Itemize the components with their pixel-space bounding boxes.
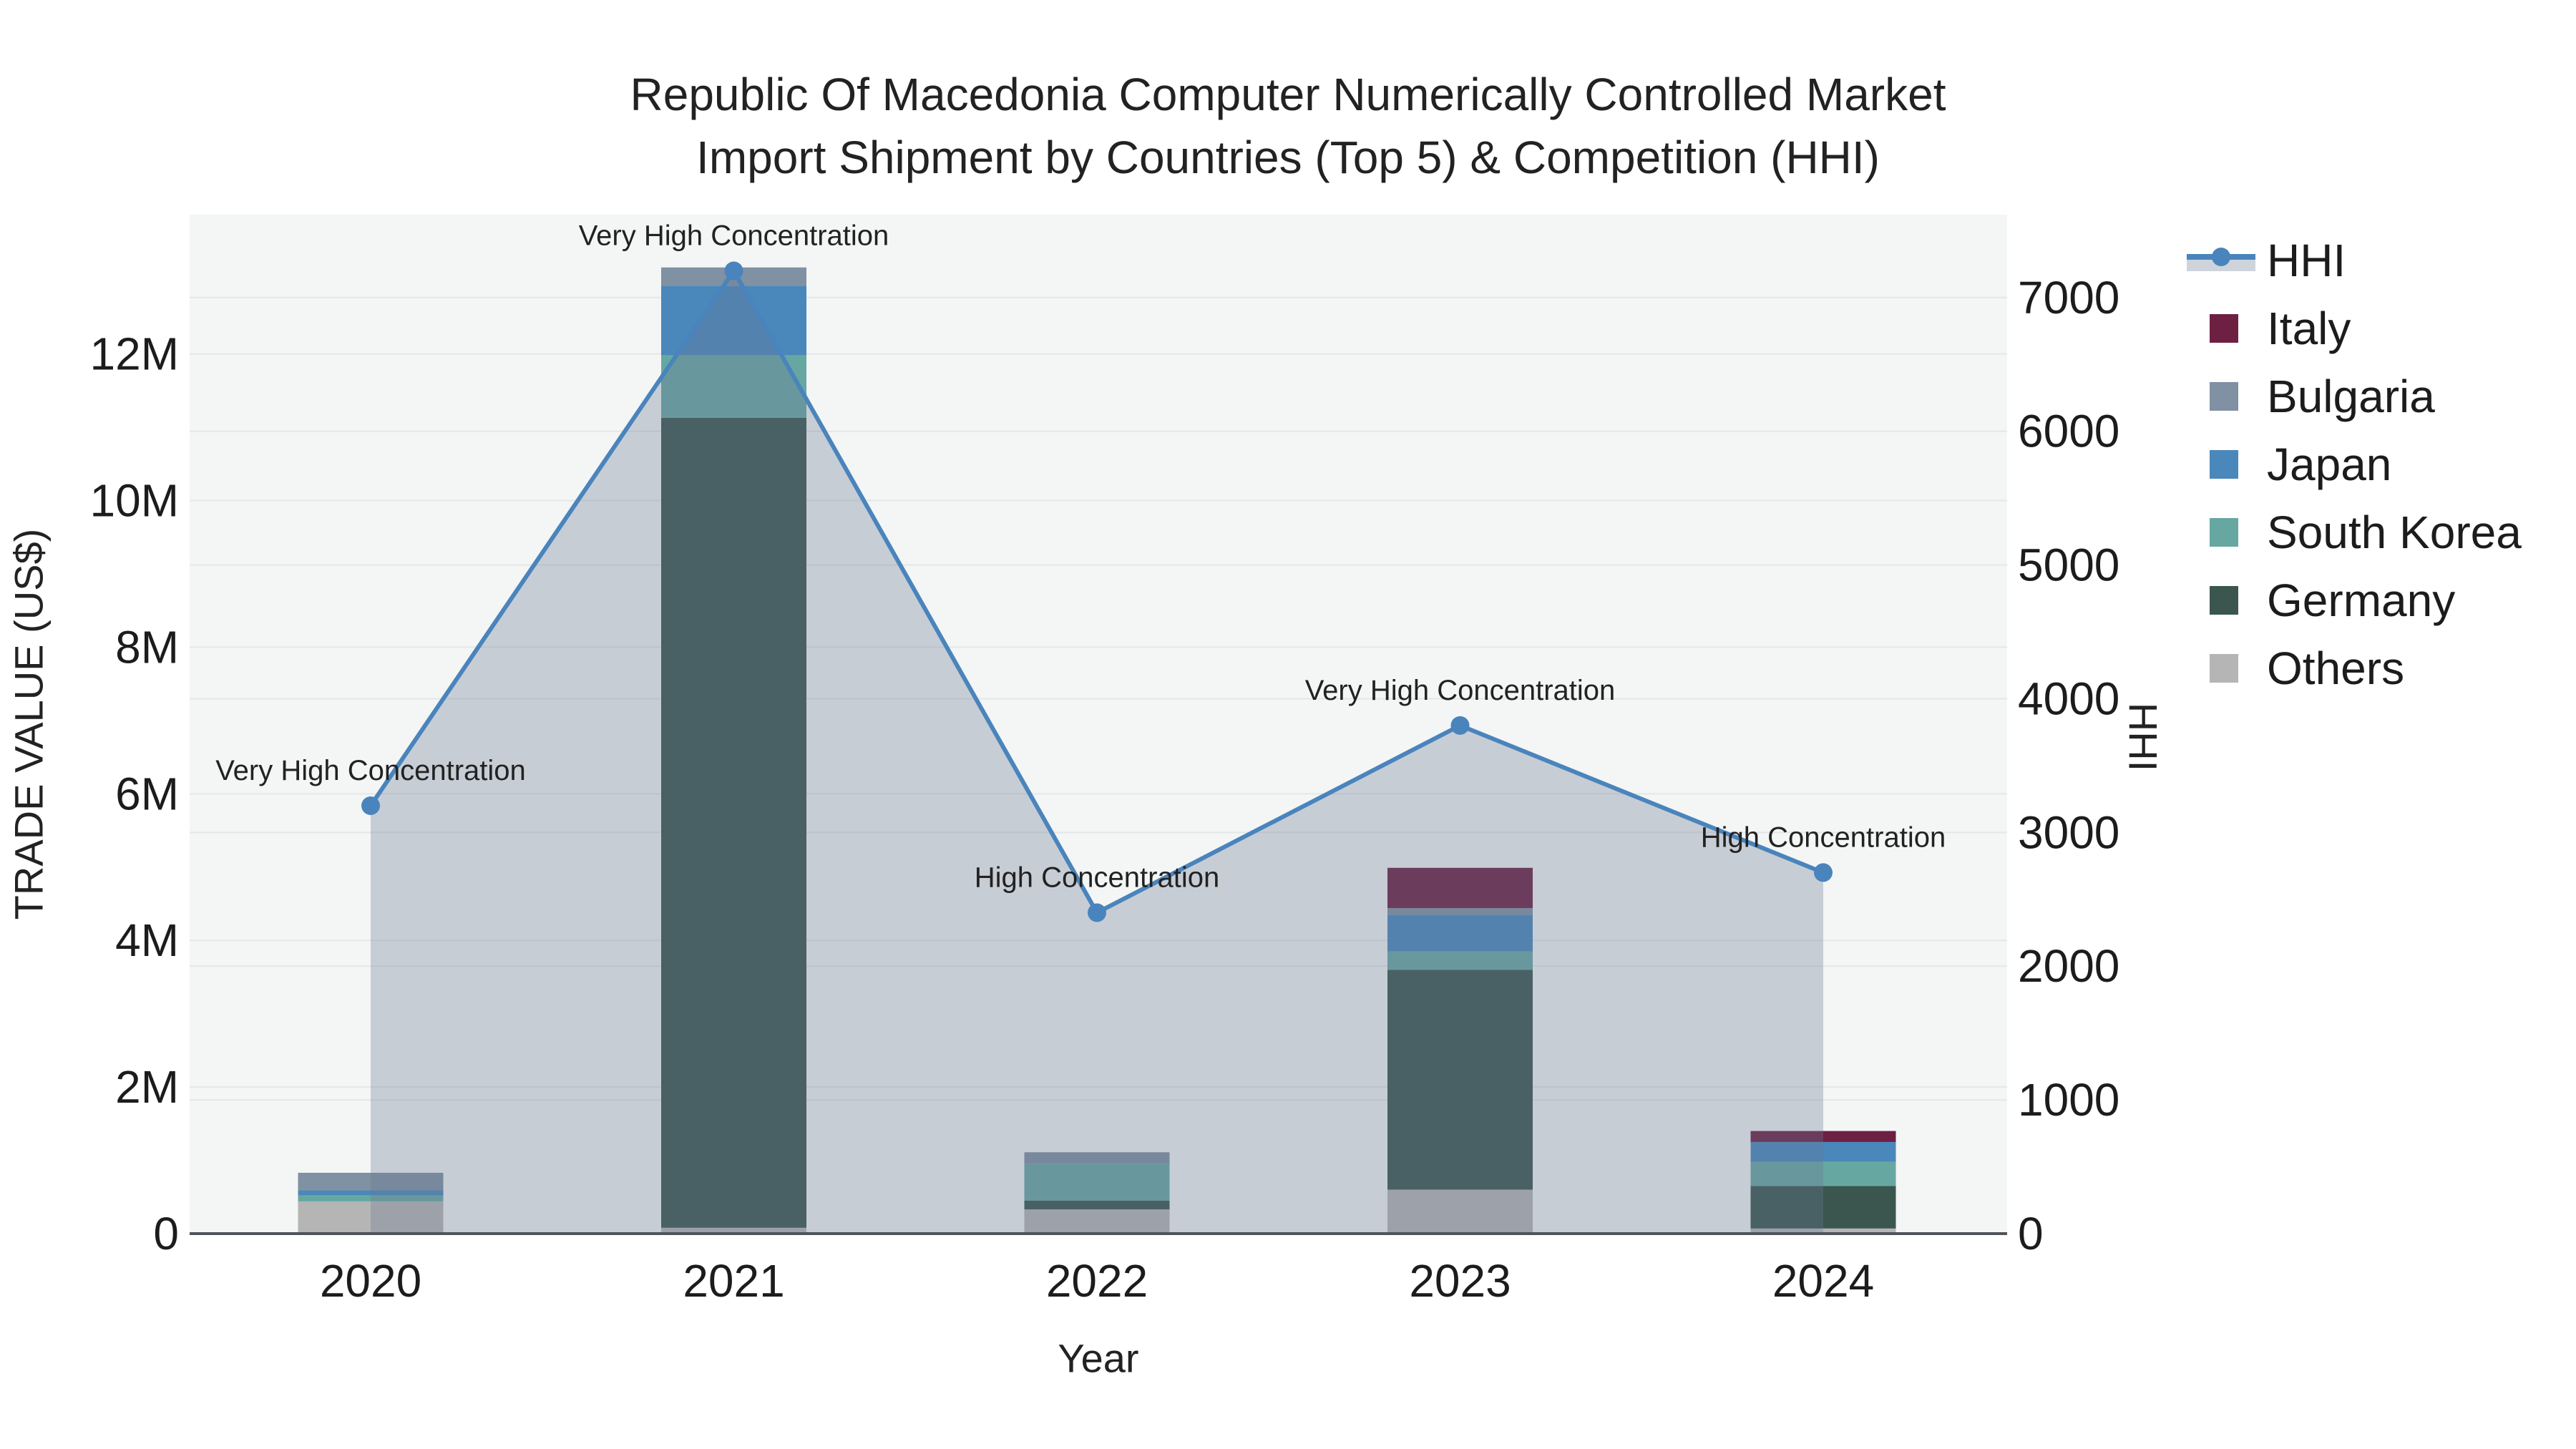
annotation-2023: Very High Concentration <box>1305 675 1616 706</box>
color-swatch-icon <box>2177 653 2267 683</box>
legend-label: HHI <box>2267 234 2346 286</box>
plot-area[interactable] <box>190 215 2007 1234</box>
bar-segment-others-2020[interactable] <box>298 1201 444 1234</box>
color-swatch-icon <box>2177 313 2267 343</box>
x-axis-title: Year <box>1058 1335 1139 1381</box>
annotation-2022: High Concentration <box>975 862 1219 893</box>
legend: HHI Italy Bulgaria Japan South Korea Germany O… <box>2177 226 2522 702</box>
bar-segment-south-korea-2020[interactable] <box>298 1195 444 1201</box>
x-tick-label: 2024 <box>1772 1255 1874 1307</box>
right-tick-label: 4000 <box>2018 673 2119 724</box>
bar-segment-south-korea-2023[interactable] <box>1387 951 1533 970</box>
annotation-2024: High Concentration <box>1701 821 1946 853</box>
right-tick-label: 2000 <box>2018 940 2119 992</box>
color-swatch-icon <box>2177 449 2267 479</box>
legend-label: Bulgaria <box>2267 370 2435 422</box>
bar-segment-japan-2024[interactable] <box>1750 1141 1896 1162</box>
annotation-2020: Very High Concentration <box>215 755 526 786</box>
color-swatch-icon <box>2177 517 2267 547</box>
bars <box>298 267 1896 1234</box>
hhi-line-swatch-icon <box>2177 235 2267 286</box>
legend-label: Germany <box>2267 574 2456 626</box>
bar-segment-germany-2023[interactable] <box>1387 970 1533 1190</box>
x-tick-label: 2021 <box>683 1255 784 1307</box>
tick-labels: 0 2M 4M 6M 8M 10M 12M 0 1000 2000 3000 4000 5000 6000… <box>90 272 2120 1307</box>
chart-title: Republic Of Macedonia Computer Numerical… <box>0 63 2576 189</box>
left-tick-label: 12M <box>90 328 180 380</box>
bar-segment-others-2023[interactable] <box>1387 1189 1533 1234</box>
annotation-2021: Very High Concentration <box>579 220 889 251</box>
hhi-legend-glyph <box>2187 247 2255 271</box>
bar-segment-germany-2022[interactable] <box>1024 1200 1170 1210</box>
x-tick-label: 2020 <box>320 1255 421 1307</box>
color-swatch-icon <box>2177 381 2267 411</box>
right-axis-title: HHI <box>2120 702 2166 772</box>
legend-label: Italy <box>2267 302 2351 354</box>
x-tick-label: 2022 <box>1046 1255 1148 1307</box>
hhi-marker-2024[interactable] <box>1814 863 1833 882</box>
gridlines <box>190 296 2007 1101</box>
bar-segment-others-2024[interactable] <box>1750 1228 1896 1234</box>
hhi-marker-2023[interactable] <box>1450 716 1470 735</box>
bar-segment-bulgaria-2020[interactable] <box>298 1172 444 1191</box>
bar-segment-bulgaria-2022[interactable] <box>1024 1152 1170 1164</box>
bar-segment-germany-2024[interactable] <box>1750 1186 1896 1229</box>
legend-swatch-germany <box>2210 585 2238 615</box>
right-tick-label: 5000 <box>2018 540 2119 591</box>
legend-label: Japan <box>2267 438 2392 490</box>
hhi-marker-2021[interactable] <box>724 261 743 280</box>
legend-label: Others <box>2267 642 2405 694</box>
bar-segment-germany-2021[interactable] <box>661 417 806 1228</box>
legend-item-others[interactable]: Others <box>2177 634 2522 702</box>
legend-swatch-bulgaria <box>2210 381 2238 411</box>
chart-title-line2: Import Shipment by Countries (Top 5) & C… <box>696 132 1880 183</box>
bar-segment-south-korea-2021[interactable] <box>661 355 806 418</box>
legend-swatch-japan <box>2210 449 2238 479</box>
right-tick-label: 1000 <box>2018 1074 2119 1126</box>
legend-swatch-south-korea <box>2210 517 2238 547</box>
legend-item-japan[interactable]: Japan <box>2177 430 2522 498</box>
right-tick-label: 0 <box>2018 1208 2044 1259</box>
legend-item-germany[interactable]: Germany <box>2177 566 2522 634</box>
left-tick-label: 8M <box>115 621 179 673</box>
color-swatch-icon <box>2177 585 2267 615</box>
left-tick-label: 10M <box>90 475 180 527</box>
bar-segment-japan-2020[interactable] <box>298 1190 444 1196</box>
x-tick-label: 2023 <box>1409 1255 1511 1307</box>
left-tick-label: 6M <box>115 768 179 819</box>
bar-segment-south-korea-2024[interactable] <box>1750 1161 1896 1186</box>
bar-segment-japan-2023[interactable] <box>1387 914 1533 952</box>
bar-segment-italy-2024[interactable] <box>1750 1131 1896 1142</box>
legend-swatch-italy <box>2210 313 2238 343</box>
left-tick-label: 0 <box>153 1208 179 1259</box>
legend-swatch-others <box>2210 653 2238 683</box>
legend-label: South Korea <box>2267 506 2522 558</box>
left-tick-label: 2M <box>115 1061 179 1113</box>
legend-item-south-korea[interactable]: South Korea <box>2177 498 2522 566</box>
legend-item-italy[interactable]: Italy <box>2177 294 2522 362</box>
legend-item-hhi[interactable]: HHI <box>2177 226 2522 294</box>
right-tick-label: 7000 <box>2018 272 2119 323</box>
bar-segment-south-korea-2022[interactable] <box>1024 1163 1170 1201</box>
hhi-marker-2022[interactable] <box>1088 903 1106 922</box>
legend-item-bulgaria[interactable]: Bulgaria <box>2177 362 2522 430</box>
bar-segment-bulgaria-2023[interactable] <box>1387 908 1533 915</box>
left-tick-label: 4M <box>115 914 179 966</box>
left-axis-title: TRADE VALUE (US$) <box>6 528 52 920</box>
bar-segment-italy-2023[interactable] <box>1387 867 1533 909</box>
bar-segment-others-2022[interactable] <box>1024 1209 1170 1234</box>
chart-title-line1: Republic Of Macedonia Computer Numerical… <box>630 69 1946 120</box>
right-tick-label: 3000 <box>2018 806 2119 858</box>
hhi-marker-2020[interactable] <box>361 796 380 815</box>
right-tick-label: 6000 <box>2018 406 2119 457</box>
bar-segment-others-2021[interactable] <box>661 1227 806 1234</box>
hhi-area <box>371 270 1823 1234</box>
